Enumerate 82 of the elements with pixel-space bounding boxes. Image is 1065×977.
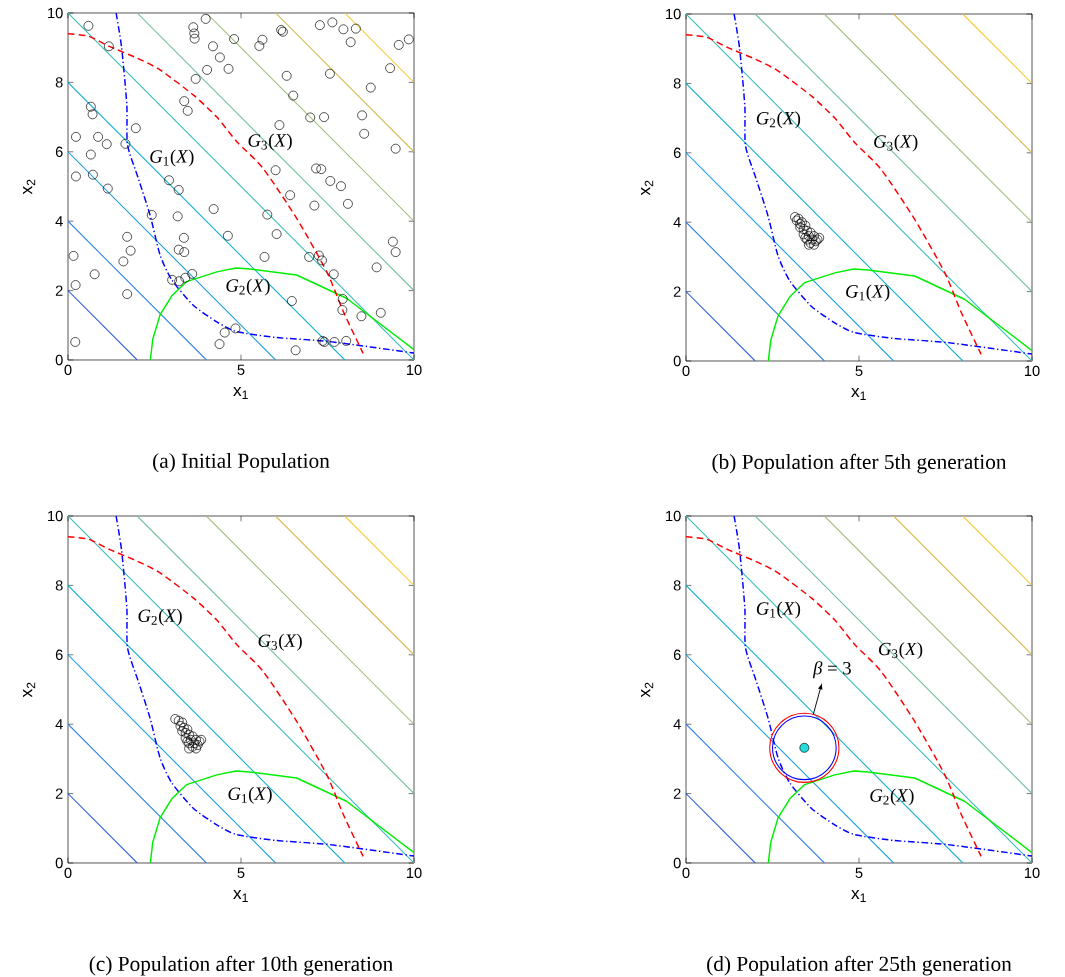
point — [184, 729, 194, 740]
x-tick-label: 5 — [237, 867, 245, 878]
x-tick-label: 0 — [682, 867, 690, 879]
point — [802, 226, 812, 236]
y-tick-label: 6 — [673, 147, 681, 158]
x-tick-label: 10 — [406, 867, 422, 879]
point — [184, 743, 194, 754]
x-tick-label: 0 — [64, 867, 72, 879]
x-tick-label: 5 — [855, 867, 863, 878]
y-tick-label: 8 — [55, 77, 63, 88]
text: (a) Initial Population — [153, 452, 330, 473]
line-series — [686, 34, 982, 356]
annotation: β = 3 — [812, 661, 851, 679]
x-axis-title: x$_{1}$ — [233, 889, 248, 902]
x-axis-title: x$_{1}$ — [851, 889, 866, 902]
y-tick-label: 10 — [48, 510, 63, 522]
point — [191, 734, 201, 745]
x-tick-label: 5 — [237, 364, 245, 375]
annotation: G$_{2}$(X) — [870, 788, 914, 806]
annotation: G$_{3}$(X) — [248, 133, 292, 151]
y-tick-label: 4 — [673, 719, 681, 730]
line-series — [68, 536, 364, 858]
y-tick-label: 8 — [673, 78, 681, 89]
x-axis-title: x$_{1}$ — [851, 387, 866, 400]
annotation: G$_{1}$(X) — [228, 786, 272, 804]
text: (d) Population after 25th generation — [707, 955, 1012, 976]
y-axis-title: x$_{2}$ — [641, 682, 654, 698]
x-tick-label: 10 — [406, 364, 422, 376]
y-tick-label: 0 — [673, 355, 681, 367]
y-tick-label: 2 — [673, 788, 681, 799]
y-tick-label: 0 — [55, 857, 63, 869]
line-series — [149, 267, 414, 360]
line-series — [115, 516, 414, 857]
y-tick-label: 10 — [48, 7, 63, 19]
y-tick-label: 2 — [55, 285, 63, 296]
y-tick-label: 10 — [666, 510, 681, 522]
annotation: G$_{3}$(X) — [874, 134, 918, 152]
x-tick-label: 10 — [1024, 867, 1040, 879]
x-axis-title: x$_{1}$ — [233, 386, 248, 399]
y-tick-label: 10 — [666, 8, 681, 20]
y-tick-label: 8 — [55, 580, 63, 591]
annotation: G$_{1}$(X) — [150, 149, 194, 167]
x-tick-label: 5 — [855, 365, 863, 376]
point — [790, 212, 800, 222]
y-tick-label: 2 — [673, 286, 681, 297]
line-series — [68, 33, 364, 355]
y-tick-label: 4 — [55, 719, 63, 730]
line-series — [767, 770, 1032, 863]
annotation: G$_{3}$(X) — [878, 642, 923, 660]
point — [805, 227, 816, 238]
line-series — [733, 516, 1032, 857]
x-tick-label: 0 — [682, 365, 690, 377]
point — [180, 733, 191, 743]
y-tick-label: 8 — [673, 580, 681, 591]
x-tick-label: 0 — [64, 364, 72, 376]
y-tick-label: 6 — [55, 146, 63, 157]
annotation: G$_{1}$(X) — [846, 284, 890, 302]
y-axis-title: x$_{2}$ — [641, 180, 654, 196]
x-tick-label: 10 — [1024, 365, 1040, 377]
point — [179, 722, 189, 733]
line-series — [149, 770, 414, 863]
line-series — [767, 268, 1032, 361]
text: (b) Population after 5th generation — [712, 453, 1007, 474]
y-tick-label: 6 — [673, 649, 681, 660]
point — [191, 743, 201, 754]
line-series — [733, 14, 1032, 355]
y-tick-label: 0 — [673, 857, 681, 869]
y-tick-label: 6 — [55, 649, 63, 660]
y-tick-label: 2 — [55, 788, 63, 799]
line-series — [686, 536, 982, 858]
y-tick-label: 0 — [55, 354, 63, 366]
point — [809, 231, 819, 241]
y-tick-label: 4 — [673, 217, 681, 228]
text: (c) Population after 10th generation — [89, 955, 393, 976]
point — [182, 724, 193, 735]
annotation: G$_{3}$(X) — [258, 633, 302, 651]
y-tick-label: 4 — [55, 216, 63, 227]
point — [177, 717, 188, 728]
y-axis-title: x$_{2}$ — [23, 179, 36, 195]
point — [175, 721, 186, 731]
annotation: G$_{2}$(X) — [226, 278, 270, 296]
y-axis-title: x$_{2}$ — [23, 682, 36, 698]
